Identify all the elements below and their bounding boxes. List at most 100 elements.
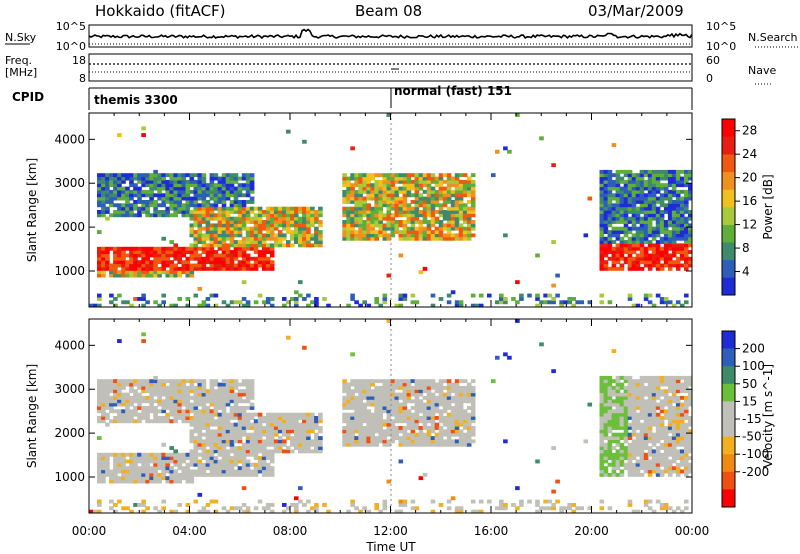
velocity-cell (398, 436, 404, 440)
power-cell (137, 250, 142, 254)
velocity-cell (402, 439, 408, 444)
power-cell (245, 253, 251, 258)
power-cell (209, 210, 215, 214)
velocity-cell (430, 442, 436, 447)
velocity-cell (663, 452, 669, 457)
velocity-cell (310, 416, 315, 420)
velocity-cell (221, 385, 227, 390)
power-cell (157, 193, 162, 198)
power-cell (217, 183, 223, 188)
power-cell (249, 230, 255, 234)
velocity-cell (675, 449, 681, 454)
velocity-cell (141, 476, 146, 481)
power-cell (627, 230, 633, 234)
velocity-cell (125, 392, 130, 397)
velocity-cell (667, 412, 673, 417)
power-cell (398, 176, 404, 181)
power-cell (241, 213, 247, 218)
power-cell (466, 189, 472, 194)
power-cell (121, 186, 126, 191)
power-cell (205, 260, 211, 265)
power-cell (177, 260, 182, 265)
power-cell (225, 193, 231, 198)
power-cell (245, 210, 251, 214)
power-cell (269, 206, 275, 211)
velocity-cell (149, 399, 154, 404)
velocity-cell (197, 399, 203, 404)
velocity-cell (302, 436, 307, 440)
velocity-cell (193, 499, 199, 504)
power-cell (567, 297, 572, 301)
power-cell (153, 186, 158, 191)
power-cell (241, 303, 247, 307)
velocity-cell (438, 442, 444, 447)
power-cell (229, 263, 235, 268)
velocity-cell (358, 432, 363, 437)
power-cell (314, 243, 319, 248)
power-cell (402, 193, 408, 198)
power-cell (374, 216, 379, 221)
power-cell (655, 256, 661, 261)
power-cell (310, 210, 315, 214)
velocity-cell (197, 382, 203, 387)
velocity-cell (422, 422, 428, 427)
velocity-cell (101, 479, 106, 484)
power-cell (245, 300, 251, 305)
velocity-cell (627, 442, 633, 447)
velocity-cell (442, 392, 448, 397)
velocity-cell (189, 389, 195, 394)
velocity-cell (213, 499, 219, 504)
velocity-cell (133, 389, 138, 394)
power-cell (193, 266, 199, 271)
power-cell (655, 260, 661, 265)
velocity-cell (245, 446, 251, 450)
power-cell (402, 189, 408, 194)
velocity-cell (406, 436, 412, 440)
velocity-cell (225, 456, 231, 460)
power-cell (193, 183, 199, 188)
power-cell (607, 216, 613, 221)
power-cell (342, 206, 347, 211)
power-cell (362, 183, 367, 188)
velocity-cell (181, 395, 187, 400)
velocity-cell (185, 385, 191, 390)
power-cell (438, 189, 444, 194)
power-cell (245, 260, 251, 265)
power-cell (615, 236, 621, 241)
velocity-cell (241, 392, 247, 397)
power-cell (261, 266, 267, 271)
velocity-cell (209, 385, 215, 390)
power-cell (169, 179, 174, 184)
nave-tick-bottom: 0 (706, 72, 713, 85)
power-cell (426, 226, 432, 231)
power-cell (627, 216, 633, 221)
power-cell (418, 193, 424, 198)
power-cell (137, 189, 142, 194)
velocity-cell (667, 399, 673, 404)
velocity-cell (121, 412, 126, 417)
velocity-cell (225, 419, 231, 424)
power-cell (265, 250, 271, 254)
velocity-cell (643, 462, 649, 467)
velocity-cell (418, 392, 424, 397)
velocity-cell (478, 509, 484, 513)
velocity-cell (253, 472, 259, 477)
velocity-cell (265, 429, 271, 434)
power-cell (655, 266, 661, 271)
power-cell (374, 230, 379, 234)
power-cell (161, 253, 166, 258)
power-cell (663, 220, 669, 224)
velocity-cell (129, 509, 134, 513)
velocity-cell (663, 379, 669, 384)
velocity-cell (631, 395, 637, 400)
velocity-cell (603, 432, 609, 437)
velocity-cell (499, 506, 504, 511)
power-cell (655, 179, 661, 184)
velocity-cell (225, 449, 231, 454)
power-cell (398, 220, 404, 224)
velocity-cell (430, 422, 436, 427)
power-cell (599, 193, 605, 198)
power-cell (639, 169, 645, 174)
power-cell (414, 186, 420, 191)
velocity-cell (366, 379, 371, 384)
